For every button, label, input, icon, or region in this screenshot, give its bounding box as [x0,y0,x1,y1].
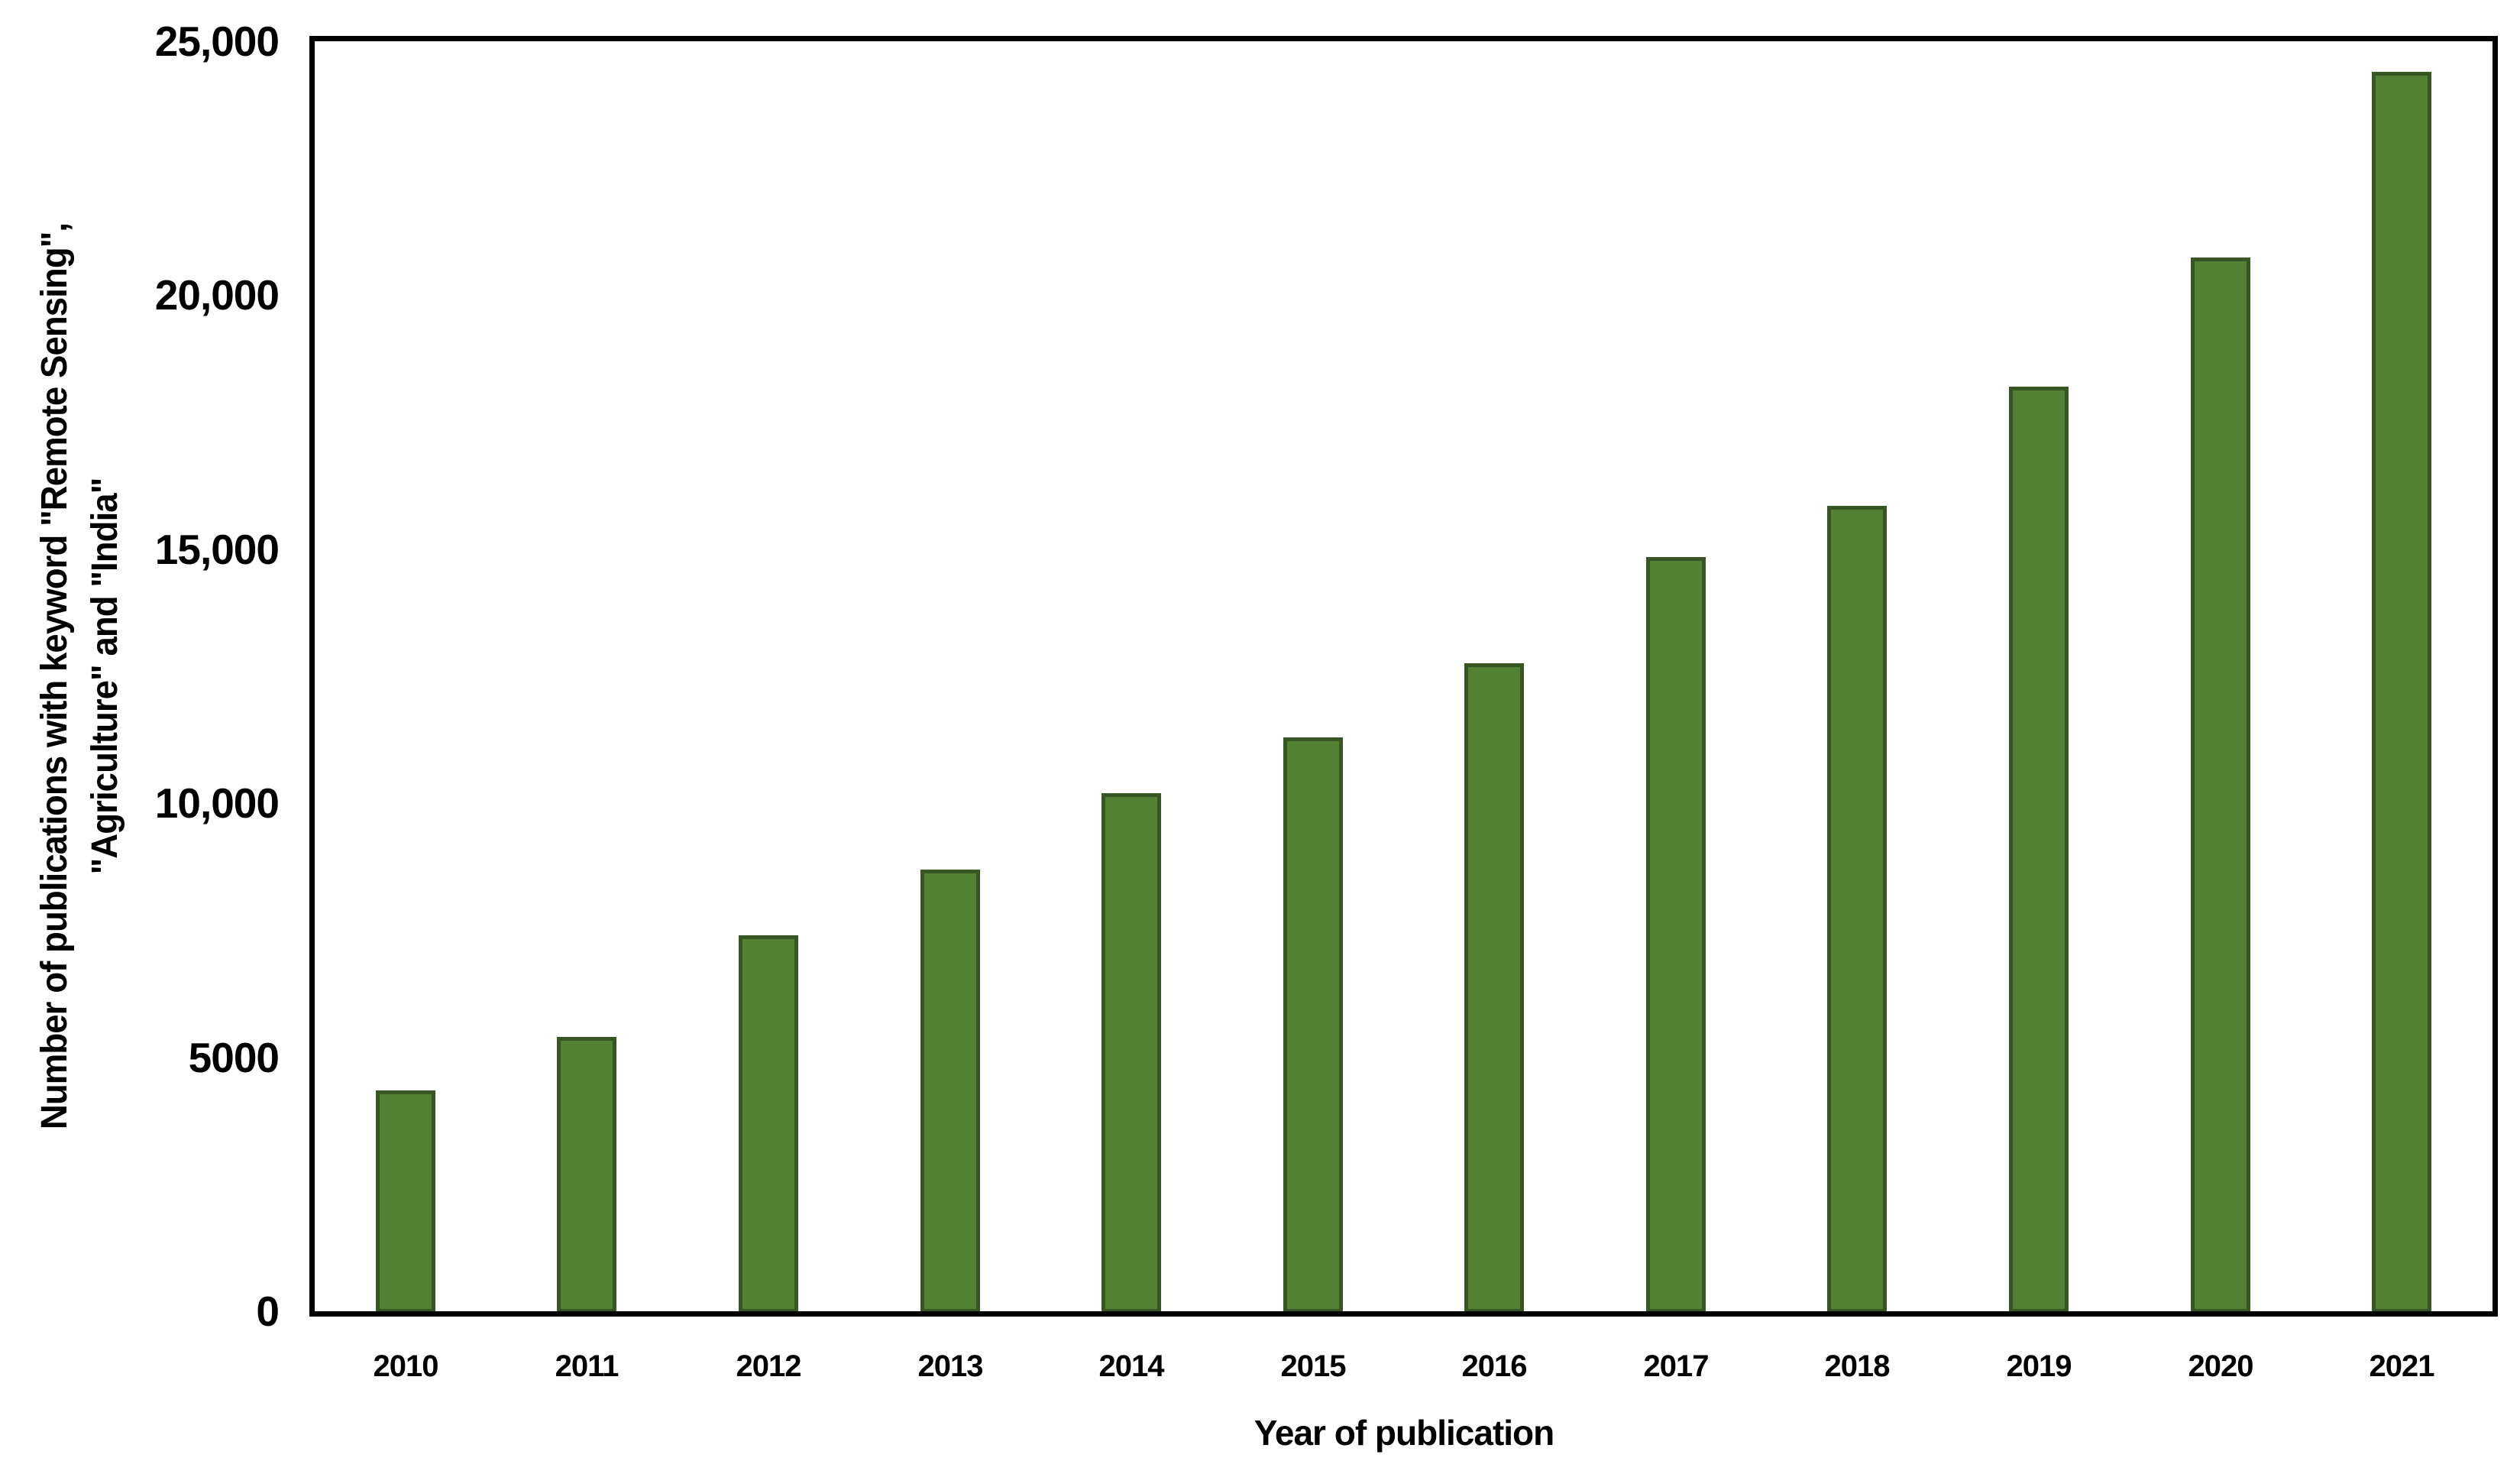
y-tick-label-15000: 15,000 [154,526,280,573]
x-tick-label-2021: 2021 [2369,1349,2435,1383]
y-axis-title-line1: Number of publications with keyword "Rem… [34,222,75,1130]
x-tick-label-2017: 2017 [1643,1349,1710,1383]
bar-2019 [2009,387,2069,1311]
x-tick-label-2020: 2020 [2188,1349,2254,1383]
bar-2011 [557,1037,616,1311]
bar-2010 [376,1090,435,1311]
x-tick-label-2011: 2011 [555,1349,619,1383]
bar-2020 [2191,258,2250,1311]
x-axis-title: Year of publication [1254,1413,1555,1453]
y-axis-title: Number of publications with keyword "Rem… [30,223,131,1129]
plot-area [309,36,2498,1317]
bar-2021 [2372,72,2431,1311]
x-tick-label-2015: 2015 [1280,1349,1347,1383]
x-tick-label-2019: 2019 [2006,1349,2072,1383]
bar-2016 [1464,663,1524,1311]
bar-2018 [1827,506,1887,1311]
x-tick-label-2013: 2013 [917,1349,984,1383]
x-tick-label-2012: 2012 [736,1349,802,1383]
y-tick-label-10000: 10,000 [154,779,280,827]
bar-2012 [739,935,798,1311]
y-tick-label-25000: 25,000 [154,18,280,65]
bar-2014 [1101,793,1161,1311]
bar-2017 [1646,557,1706,1311]
y-tick-label-20000: 20,000 [154,271,280,319]
x-tick-label-2018: 2018 [1824,1349,1891,1383]
y-tick-label-0: 0 [256,1288,280,1335]
bar-2013 [920,870,980,1311]
x-tick-label-2014: 2014 [1098,1349,1165,1383]
y-tick-label-5000: 5000 [188,1034,280,1081]
x-tick-label-2010: 2010 [373,1349,439,1383]
bar-2015 [1283,737,1343,1311]
x-tick-label-2016: 2016 [1461,1349,1528,1383]
